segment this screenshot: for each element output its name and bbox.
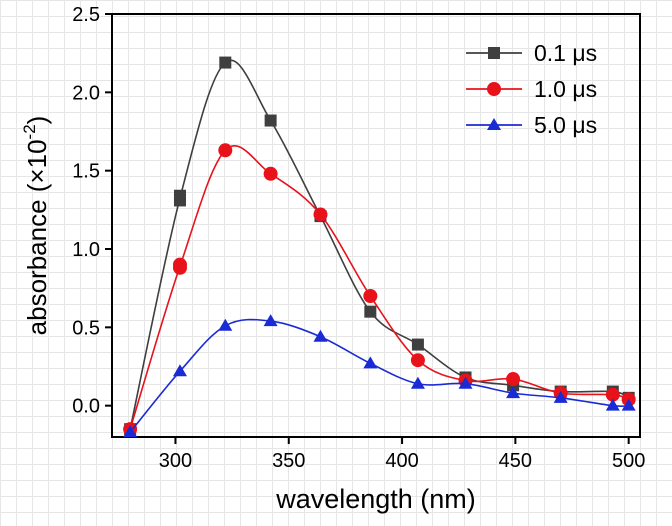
y-axis-label-main: absorbance (×10 (22, 139, 52, 335)
data-point-5-0-s (506, 386, 521, 399)
data-point-5-0-s (123, 425, 138, 438)
series-5-0-s (123, 314, 636, 438)
series-line-1-0-s (129, 145, 629, 430)
data-point-5-0-s (363, 356, 378, 369)
y-tick-label: 0.0 (72, 396, 100, 418)
x-tick-label: 300 (159, 450, 192, 472)
y-axis-label-close: ) (22, 116, 52, 125)
data-point-0-1-s (364, 305, 377, 318)
data-point-0-1-s (219, 56, 232, 69)
data-point-5-0-s (458, 376, 473, 389)
data-point-1-0-s (263, 166, 278, 181)
legend-label-5-0-s: 5.0 μs (534, 112, 597, 138)
data-point-5-0-s (218, 318, 233, 331)
x-tick-label: 350 (272, 450, 305, 472)
series-1-0-s (123, 143, 636, 437)
data-point-5-0-s (621, 398, 636, 411)
plot-frame (111, 13, 641, 438)
data-point-0-1-s (173, 189, 186, 202)
x-tick-label: 450 (499, 450, 532, 472)
legend-marker-5-0-s (487, 118, 501, 130)
y-tick-label: 1.0 (72, 239, 100, 261)
y-tick-label: 1.5 (72, 161, 100, 183)
legend-marker-0-1-s (488, 47, 500, 59)
y-axis-label: absorbance (×10-2) (20, 116, 52, 336)
x-axis-label: wavelength (nm) (275, 484, 476, 514)
x-tick-label: 400 (385, 450, 418, 472)
data-point-5-0-s (605, 398, 620, 411)
legend-label-1-0-s: 1.0 μs (534, 76, 597, 102)
data-point-1-0-s (506, 372, 521, 387)
data-point-5-0-s (313, 329, 328, 342)
y-tick-label: 2.5 (72, 4, 100, 26)
data-point-1-0-s (313, 207, 328, 222)
y-axis-label-superscript: -2 (20, 124, 39, 139)
data-point-1-0-s (410, 353, 425, 368)
data-point-5-0-s (172, 364, 187, 377)
data-point-1-0-s (218, 143, 233, 158)
data-point-0-1-s (411, 338, 424, 351)
legend-marker-1-0-s (487, 82, 501, 96)
data-point-1-0-s (363, 289, 378, 303)
legend: 0.1 μs 1.0 μs 5.0 μs (466, 40, 597, 138)
data-point-5-0-s (263, 314, 278, 327)
x-tick-label: 500 (612, 450, 645, 472)
data-point-0-1-s (264, 114, 277, 127)
legend-label-0-1-s: 0.1 μs (534, 40, 597, 66)
y-tick-label: 2.0 (72, 82, 100, 104)
data-point-5-0-s (553, 390, 568, 403)
data-point-1-0-s (605, 387, 620, 402)
data-point-5-0-s (410, 376, 425, 389)
data-point-1-0-s (172, 257, 187, 272)
series-line-5-0-s (129, 318, 629, 433)
y-tick-label: 0.5 (72, 317, 100, 339)
